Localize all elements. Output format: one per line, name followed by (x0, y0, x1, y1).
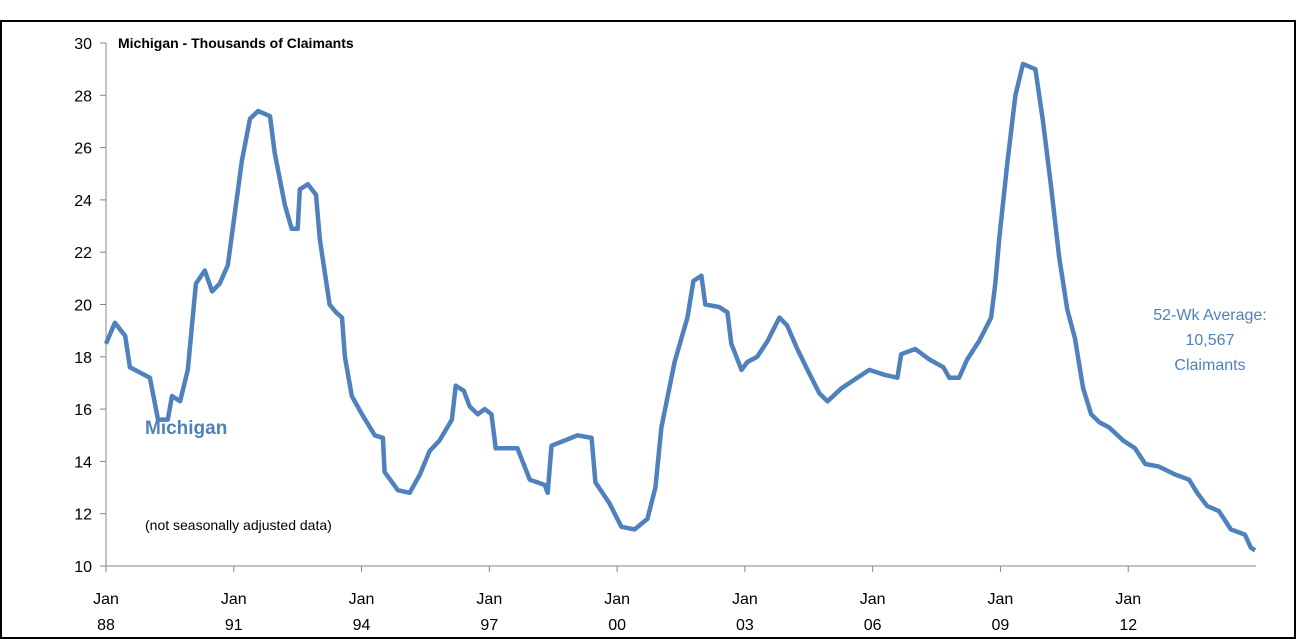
x-tick-label: Jan 03 (732, 591, 758, 634)
x-tick-label: Jan 94 (349, 591, 375, 634)
average-label: 52-Wk Average: (1153, 307, 1267, 324)
y-tick-label: 26 (74, 141, 92, 158)
x-tick-label: Jan 91 (221, 591, 247, 634)
y-tick-label: 18 (74, 350, 92, 367)
line-series (103, 61, 1257, 553)
series-label: Michigan (145, 418, 227, 439)
y-tick-label: 16 (74, 402, 92, 419)
chart-border (0, 20, 1296, 639)
average-value: 10,567 (1186, 332, 1235, 349)
y-tick-label: 22 (74, 245, 92, 262)
y-tick-label: 20 (74, 298, 92, 315)
x-tick-label: Jan 06 (860, 591, 886, 634)
y-tick-label: 28 (74, 88, 92, 105)
y-tick-label: 14 (74, 454, 92, 471)
x-tick-label: Jan 12 (1115, 591, 1141, 634)
y-tick-label: 24 (74, 193, 92, 210)
x-tick-label: Jan 97 (476, 591, 502, 634)
note: (not seasonally adjusted data) (145, 517, 332, 533)
y-tick-label: 10 (74, 559, 92, 576)
x-tick-label: Jan 00 (604, 591, 630, 634)
average-unit: Claimants (1174, 357, 1245, 374)
y-tick-label: 12 (74, 507, 92, 524)
chart-subtitle: Michigan - Thousands of Claimants (118, 35, 354, 51)
x-tick-label: Jan 88 (93, 591, 119, 634)
y-tick-label: 30 (74, 36, 92, 53)
x-tick-label: Jan 09 (988, 591, 1014, 634)
